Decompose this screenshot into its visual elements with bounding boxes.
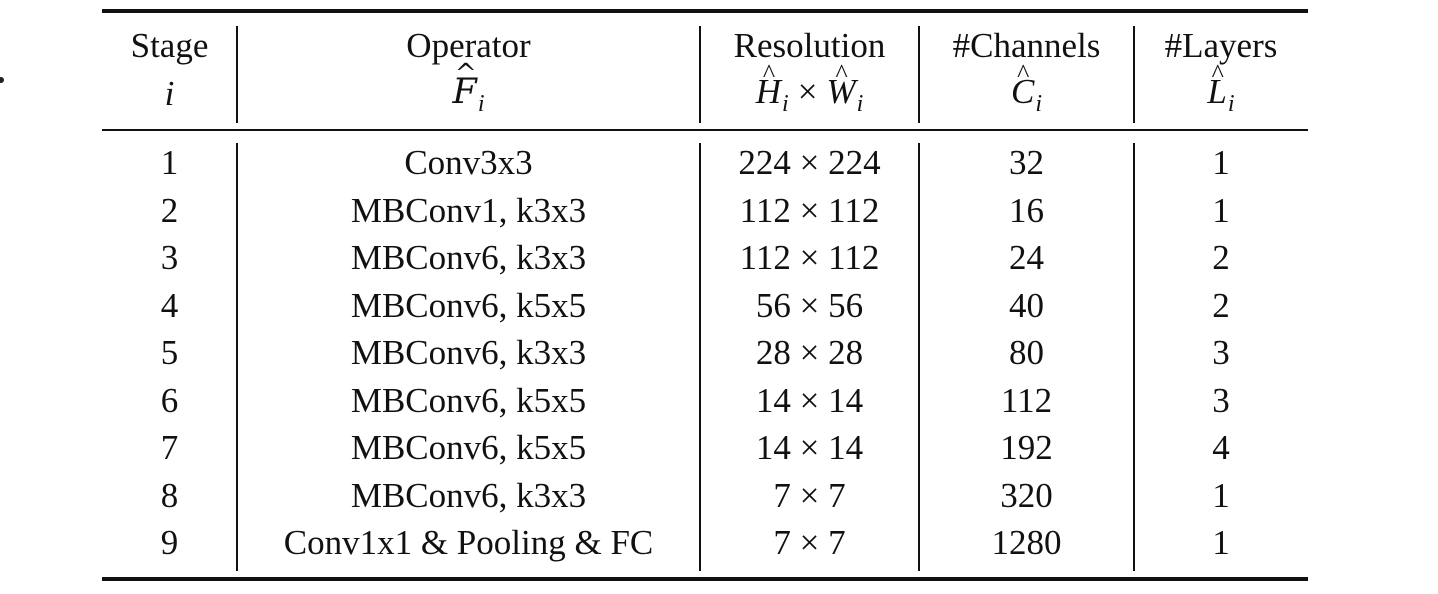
table-row: 1 Conv3x3 224 × 224 32 1 (102, 139, 1308, 187)
cell-channels: 192 (1000, 428, 1053, 467)
table-row: 4 MBConv6, k5x5 56 × 56 40 2 (102, 282, 1308, 330)
table-header: Stage Operator Resolution #Channels #Lay… (102, 24, 1308, 120)
operator-subscript: i (477, 91, 485, 117)
page-edge-mark (0, 77, 4, 83)
header-stage: Stage (130, 26, 209, 65)
header-rule (102, 129, 1308, 131)
channels-symbol: C (1011, 68, 1034, 116)
cell-layers: 3 (1212, 380, 1230, 420)
cell-resolution: 7 × 7 (773, 475, 846, 515)
column-divider (236, 26, 238, 123)
cell-layers: 2 (1212, 285, 1230, 325)
stage-symbol: i (164, 74, 175, 113)
cell-resolution: 14 × 14 (755, 380, 864, 420)
cell-channels: 40 (1009, 285, 1044, 325)
cell-layers: 1 (1212, 475, 1230, 515)
width-subscript: i (856, 91, 864, 117)
header-resolution-symbol: Hi ×Wi (700, 68, 919, 120)
table-row: 8 MBConv6, k3x3 7 × 7 320 1 (102, 472, 1308, 520)
column-divider (918, 26, 920, 123)
cell-resolution: 112 × 112 (739, 238, 880, 277)
cell-resolution: 56 × 56 (755, 285, 864, 325)
width-symbol: W (826, 68, 855, 116)
height-symbol: H (756, 68, 781, 116)
cell-operator: Conv1x1 & Pooling & FC (283, 523, 654, 562)
cell-operator: MBConv6, k5x5 (350, 285, 587, 325)
table-row: 2 MBConv1, k3x3 112 × 112 16 1 (102, 187, 1308, 235)
cell-layers: 1 (1212, 523, 1230, 562)
column-divider (918, 143, 920, 571)
column-divider (1133, 26, 1135, 123)
table-row: 7 MBConv6, k5x5 14 × 14 192 4 (102, 424, 1308, 472)
cell-channels: 32 (1009, 143, 1044, 182)
cell-layers: 1 (1212, 143, 1230, 182)
cell-resolution: 14 × 14 (755, 428, 864, 467)
table-row: 9 Conv1x1 & Pooling & FC 7 × 7 1280 1 (102, 519, 1308, 567)
header-stage-symbol: i (102, 68, 237, 120)
cell-stage: 6 (160, 380, 179, 420)
table-body: 1 Conv3x3 224 × 224 32 1 2 MBConv1, k3x3… (102, 139, 1308, 567)
cell-channels: 112 (1000, 380, 1053, 420)
height-subscript: i (782, 91, 789, 117)
table-row: 5 MBConv6, k3x3 28 × 28 80 3 (102, 329, 1308, 377)
cell-stage: 7 (160, 428, 179, 467)
cell-layers: 3 (1212, 333, 1230, 372)
cell-operator: MBConv6, k3x3 (350, 475, 587, 515)
cell-channels: 16 (1009, 190, 1044, 230)
header-channels-symbol: Ci (919, 68, 1134, 120)
cell-layers: 2 (1212, 238, 1230, 277)
cell-channels: 320 (1000, 475, 1053, 515)
operator-symbol: F (453, 68, 477, 116)
layers-symbol: L (1207, 68, 1226, 116)
header-title-row: Stage Operator Resolution #Channels #Lay… (102, 24, 1308, 68)
cell-operator: Conv3x3 (404, 143, 533, 182)
cell-resolution: 28 × 28 (755, 333, 864, 372)
header-symbol-row: i Fi Hi ×Wi Ci Li (102, 68, 1308, 120)
column-divider (1133, 143, 1135, 571)
cell-channels: 24 (1009, 238, 1044, 277)
cell-stage: 5 (160, 333, 179, 372)
header-resolution: Resolution (733, 26, 886, 65)
column-divider (236, 143, 238, 571)
cell-stage: 8 (160, 475, 179, 515)
cell-operator: MBConv1, k3x3 (350, 190, 587, 230)
column-divider (699, 26, 701, 123)
table-row: 3 MBConv6, k3x3 112 × 112 24 2 (102, 234, 1308, 282)
cell-stage: 9 (160, 523, 179, 562)
cell-channels: 1280 (991, 523, 1062, 562)
top-rule (102, 9, 1308, 13)
layers-subscript: i (1227, 91, 1235, 117)
cell-resolution: 112 × 112 (739, 190, 880, 230)
cell-stage: 4 (160, 285, 179, 325)
cell-operator: MBConv6, k3x3 (350, 238, 587, 277)
cell-operator: MBConv6, k3x3 (350, 333, 587, 372)
cell-layers: 4 (1212, 428, 1230, 467)
cell-stage: 1 (160, 143, 179, 182)
cell-resolution: 7 × 7 (773, 523, 846, 562)
cell-operator: MBConv6, k5x5 (350, 380, 587, 420)
times-sign: × (797, 72, 818, 111)
cell-stage: 2 (160, 190, 179, 230)
cell-operator: MBConv6, k5x5 (350, 428, 587, 467)
header-operator-symbol: Fi (237, 68, 700, 120)
bottom-rule (102, 577, 1308, 581)
cell-channels: 80 (1009, 333, 1044, 372)
cell-stage: 3 (160, 238, 179, 277)
channels-subscript: i (1035, 91, 1043, 117)
header-layers-symbol: Li (1134, 68, 1308, 120)
cell-resolution: 224 × 224 (738, 143, 881, 182)
cell-layers: 1 (1212, 190, 1230, 230)
table-row: 6 MBConv6, k5x5 14 × 14 112 3 (102, 377, 1308, 425)
column-divider (699, 143, 701, 571)
